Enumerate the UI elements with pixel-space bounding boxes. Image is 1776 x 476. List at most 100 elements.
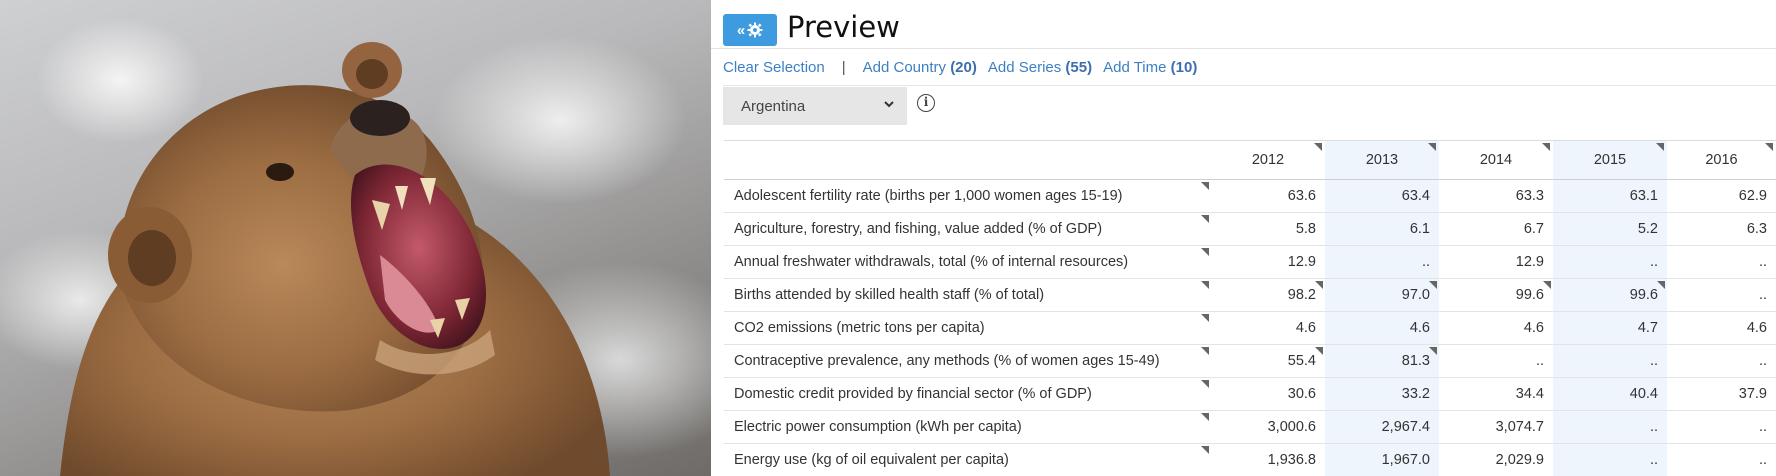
note-marker-icon <box>1201 281 1209 289</box>
table-cell: 34.4 <box>1439 377 1553 411</box>
country-dropdown-value: Argentina <box>741 97 806 115</box>
cell-value: .. <box>1758 419 1767 435</box>
cell-value: .. <box>1649 254 1658 270</box>
table-row: Domestic credit provided by financial se… <box>724 377 1776 411</box>
cell-value: 63.6 <box>1287 188 1316 204</box>
cell-value: 12.9 <box>1287 254 1316 270</box>
note-marker-icon <box>1201 380 1209 388</box>
collapse-icon: « <box>736 21 746 39</box>
cell-value: 40.4 <box>1629 386 1658 402</box>
cell-value: 6.3 <box>1746 221 1767 237</box>
table-row: Births attended by skilled health staff … <box>724 278 1776 312</box>
cell-value: .. <box>1649 452 1658 468</box>
table-cell: 33.2 <box>1325 377 1439 411</box>
add-time-label: Add Time <box>1103 58 1167 76</box>
series-label[interactable]: CO2 emissions (metric tons per capita) <box>724 311 1211 345</box>
table-cell: 3,074.7 <box>1439 410 1553 444</box>
table-header-row: 2012 2013 2014 2015 2016 <box>724 140 1776 180</box>
note-marker-icon <box>1428 143 1436 151</box>
table-cell: .. <box>1553 410 1667 444</box>
table-row: Electric power consumption (kWh per capi… <box>724 410 1776 444</box>
note-marker-icon <box>1201 248 1209 256</box>
cell-value: 4.6 <box>1409 320 1430 336</box>
header-year[interactable]: 2014 <box>1439 140 1553 180</box>
header-year[interactable]: 2013 <box>1325 140 1439 180</box>
cell-value: 63.1 <box>1629 188 1658 204</box>
country-dropdown[interactable]: Argentina <box>723 87 907 125</box>
series-label[interactable]: Energy use (kg of oil equivalent per cap… <box>724 443 1211 476</box>
table-cell: 5.2 <box>1553 212 1667 246</box>
table-cell: 63.3 <box>1439 179 1553 213</box>
cell-value: .. <box>1758 353 1767 369</box>
page-title: Preview <box>787 10 900 44</box>
table-cell: 40.4 <box>1553 377 1667 411</box>
table-row: Agriculture, forestry, and fishing, valu… <box>724 212 1776 246</box>
add-country-link[interactable]: Add Country (20) <box>863 59 977 76</box>
note-marker-icon <box>1543 281 1551 289</box>
table-cell: .. <box>1553 443 1667 476</box>
cell-value: 98.2 <box>1287 287 1316 303</box>
table-cell: .. <box>1667 278 1776 312</box>
table-cell: 99.6 <box>1439 278 1553 312</box>
collapse-settings-button[interactable]: « <box>723 14 777 46</box>
note-marker-icon <box>1765 143 1773 151</box>
gear-icon <box>747 22 763 38</box>
header-year[interactable]: 2012 <box>1211 140 1325 180</box>
series-label[interactable]: Annual freshwater withdrawals, total (% … <box>724 245 1211 279</box>
table-cell: .. <box>1325 245 1439 279</box>
table-cell: 98.2 <box>1211 278 1325 312</box>
series-label[interactable]: Agriculture, forestry, and fishing, valu… <box>724 212 1211 246</box>
note-marker-icon <box>1201 182 1209 190</box>
table-cell: 6.1 <box>1325 212 1439 246</box>
cell-value: 63.3 <box>1515 188 1544 204</box>
series-label[interactable]: Electric power consumption (kWh per capi… <box>724 410 1211 444</box>
table-cell: 4.6 <box>1325 311 1439 345</box>
table-cell: 37.9 <box>1667 377 1776 411</box>
cell-value: 33.2 <box>1401 386 1430 402</box>
cell-value: 4.7 <box>1637 320 1658 336</box>
note-marker-icon <box>1201 446 1209 454</box>
table-cell: .. <box>1667 344 1776 378</box>
table-cell: 62.9 <box>1667 179 1776 213</box>
cell-value: 63.4 <box>1401 188 1430 204</box>
series-label[interactable]: Births attended by skilled health staff … <box>724 278 1211 312</box>
note-marker-icon <box>1201 215 1209 223</box>
clear-selection-link[interactable]: Clear Selection <box>723 58 825 76</box>
header-year[interactable]: 2015 <box>1553 140 1667 180</box>
table-cell: 5.8 <box>1211 212 1325 246</box>
cell-value: 5.2 <box>1637 221 1658 237</box>
note-marker-icon <box>1657 281 1665 289</box>
data-table: 2012 2013 2014 2015 2016 Adolescent fert… <box>724 140 1776 476</box>
cell-value: 30.6 <box>1287 386 1316 402</box>
actions-divider <box>723 85 1776 86</box>
table-cell: 12.9 <box>1439 245 1553 279</box>
cell-value: 2,029.9 <box>1495 452 1544 468</box>
table-cell: 63.6 <box>1211 179 1325 213</box>
note-marker-icon <box>1314 143 1322 151</box>
note-marker-icon <box>1542 143 1550 151</box>
note-marker-icon <box>1201 347 1209 355</box>
cell-value: 4.6 <box>1523 320 1544 336</box>
cell-value: 81.3 <box>1401 353 1430 369</box>
series-label[interactable]: Domestic credit provided by financial se… <box>724 377 1211 411</box>
table-cell: 30.6 <box>1211 377 1325 411</box>
cell-value: 99.6 <box>1515 287 1544 303</box>
table-row: Energy use (kg of oil equivalent per cap… <box>724 443 1776 476</box>
cell-value: 97.0 <box>1401 287 1430 303</box>
cell-value: .. <box>1421 254 1430 270</box>
add-time-link[interactable]: Add Time (10) <box>1103 59 1197 76</box>
header-year[interactable]: 2016 <box>1667 140 1776 180</box>
series-label[interactable]: Contraceptive prevalence, any methods (%… <box>724 344 1211 378</box>
add-series-link[interactable]: Add Series (55) <box>988 59 1092 76</box>
note-marker-icon <box>1315 347 1323 355</box>
table-cell: 97.0 <box>1325 278 1439 312</box>
cell-value: .. <box>1649 353 1658 369</box>
table-cell: .. <box>1667 443 1776 476</box>
table-cell: .. <box>1667 410 1776 444</box>
table-cell: .. <box>1667 245 1776 279</box>
info-icon[interactable]: i <box>917 94 935 112</box>
table-cell: 4.6 <box>1439 311 1553 345</box>
series-label[interactable]: Adolescent fertility rate (births per 1,… <box>724 179 1211 213</box>
table-row: CO2 emissions (metric tons per capita) 4.… <box>724 311 1776 345</box>
table-cell: 4.6 <box>1667 311 1776 345</box>
